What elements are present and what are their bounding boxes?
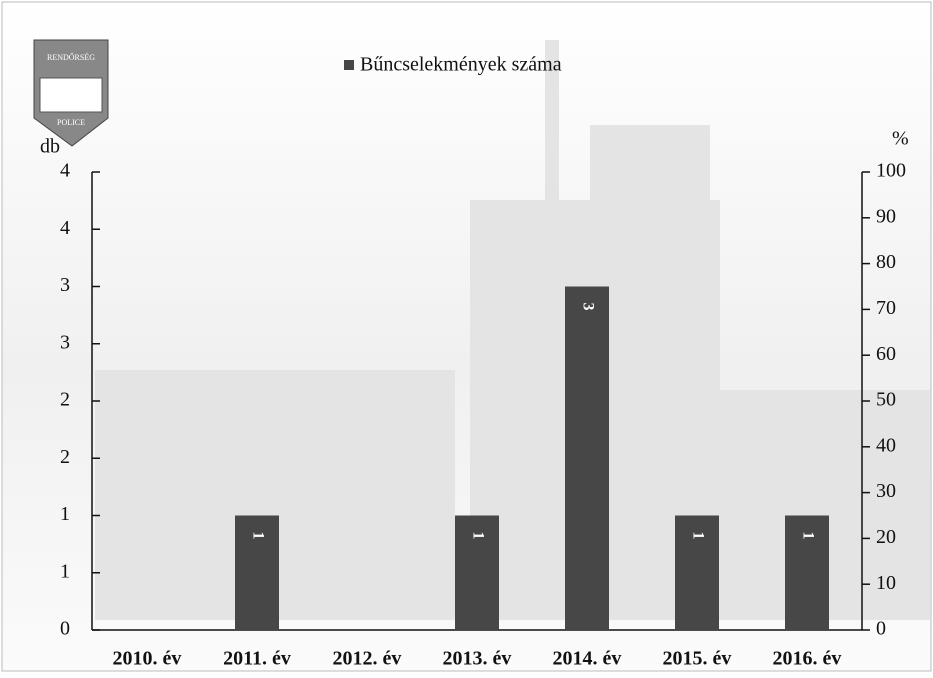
logo-text: POLICE (57, 118, 85, 127)
y-tick-label: 2 (60, 446, 70, 468)
data-label: 1 (689, 532, 706, 540)
y-tick-label: 4 (60, 217, 70, 239)
bar (565, 287, 609, 631)
y-tick-label: 4 (60, 160, 70, 182)
x-tick-label: 2015. év (663, 648, 732, 670)
y2-tick-label: 90 (876, 205, 896, 227)
logo-text: RENDŐRSÉG (47, 52, 95, 62)
y2-tick-label: 10 (876, 572, 896, 594)
y-axis-label: db (40, 136, 60, 158)
y2-tick-label: 0 (876, 618, 886, 640)
y-tick-label: 3 (60, 331, 70, 353)
data-label: 1 (469, 532, 486, 540)
y2-tick-label: 80 (876, 251, 896, 273)
x-tick-label: 2010. év (113, 648, 182, 670)
y2-tick-label: 40 (876, 434, 896, 456)
y2-tick-label: 100 (876, 160, 906, 182)
y2-tick-label: 60 (876, 343, 896, 365)
chart: RENDŐRSÉG POLICE Bűncselekmények száma d… (0, 0, 933, 673)
y-tick-label: 1 (60, 503, 70, 525)
data-label: 3 (579, 303, 596, 311)
x-tick-label: 2012. év (333, 648, 402, 670)
y2-tick-label: 50 (876, 389, 896, 411)
y-tick-label: 1 (60, 560, 70, 582)
x-tick-label: 2011. év (223, 648, 291, 670)
y2-axis-label: % (892, 128, 909, 150)
x-tick-label: 2014. év (553, 648, 622, 670)
x-tick-label: 2013. év (443, 648, 512, 670)
legend-label: Bűncselekmények száma (360, 54, 562, 76)
data-label: 1 (799, 532, 816, 540)
y2-tick-label: 30 (876, 480, 896, 502)
y2-tick-label: 20 (876, 526, 896, 548)
y-tick-label: 0 (60, 618, 70, 640)
x-tick-label: 2016. év (773, 648, 842, 670)
y-tick-label: 2 (60, 389, 70, 411)
legend-swatch (344, 60, 354, 70)
data-label: 1 (249, 532, 266, 540)
y-tick-label: 3 (60, 274, 70, 296)
y2-tick-label: 70 (876, 297, 896, 319)
